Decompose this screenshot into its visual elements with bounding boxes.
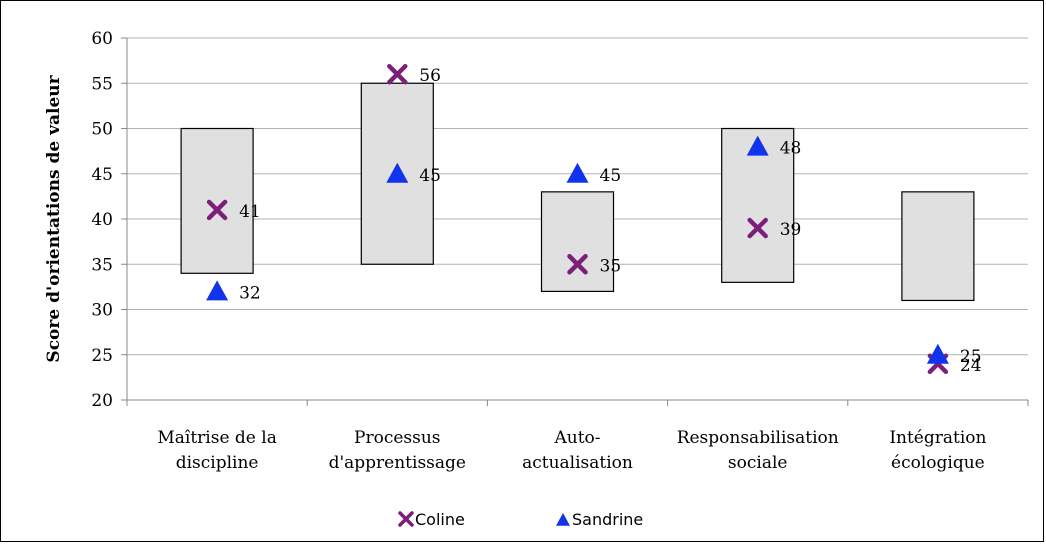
data-label-sandrine-4: 25 xyxy=(960,347,982,367)
category-label-0-1: discipline xyxy=(176,453,259,473)
legend-marker-sandrine xyxy=(556,513,570,526)
data-label-sandrine-0: 32 xyxy=(239,283,261,303)
marker-coline-1 xyxy=(387,63,408,85)
data-label-sandrine-3: 48 xyxy=(780,139,802,159)
marker-coline-2-stroke-b xyxy=(567,254,588,275)
data-label-coline-3: 39 xyxy=(780,220,802,240)
y-tick-label-60: 60 xyxy=(91,29,113,49)
category-label-4-1: écologique xyxy=(891,453,985,473)
marker-sandrine-3 xyxy=(746,135,769,156)
marker-sandrine-4 xyxy=(926,343,949,364)
y-tick-label-55: 55 xyxy=(91,74,113,94)
category-label-3-0: Responsabilisation xyxy=(677,428,839,448)
range-box-4 xyxy=(901,191,975,302)
marker-sandrine-2 xyxy=(566,162,589,183)
marker-coline-3-stroke-b xyxy=(747,217,768,239)
category-label-3-1: sociale xyxy=(728,453,788,473)
marker-coline-0-stroke-b xyxy=(206,199,228,221)
data-label-sandrine-1: 45 xyxy=(419,166,441,186)
y-tick-label-20: 20 xyxy=(91,391,113,411)
legend-label-coline: Coline xyxy=(415,510,465,529)
marker-coline-1-stroke-b xyxy=(387,63,408,85)
y-tick-label-35: 35 xyxy=(91,255,113,275)
data-label-coline-4: 24 xyxy=(960,356,982,376)
range-box-0 xyxy=(180,127,254,274)
marker-sandrine-0 xyxy=(206,280,229,301)
y-axis-title: Score d'orientations de valeur xyxy=(44,74,64,362)
data-label-coline-0: 41 xyxy=(239,202,261,222)
marker-sandrine-1 xyxy=(386,162,409,183)
category-label-2-0: Auto- xyxy=(553,428,600,448)
legend-label-sandrine: Sandrine xyxy=(572,510,643,529)
category-label-1-0: Processus xyxy=(354,428,441,448)
data-label-coline-2: 35 xyxy=(600,256,622,276)
legend-marker-coline xyxy=(398,511,414,527)
y-tick-label-45: 45 xyxy=(91,165,113,185)
category-label-1-1: d'apprentissage xyxy=(329,453,466,473)
range-box-2 xyxy=(540,191,615,293)
category-label-0-0: Maîtrise de la xyxy=(157,428,276,448)
data-label-sandrine-2: 45 xyxy=(600,166,622,186)
y-tick-label-25: 25 xyxy=(91,346,113,366)
category-label-2-1: actualisation xyxy=(522,453,633,473)
data-label-coline-1: 56 xyxy=(419,66,441,86)
marker-coline-3 xyxy=(747,217,768,239)
legend-marker-coline-b xyxy=(398,511,414,527)
y-tick-label-30: 30 xyxy=(91,301,113,321)
marker-coline-0 xyxy=(206,199,228,221)
marker-coline-2 xyxy=(567,254,588,275)
y-tick-label-50: 50 xyxy=(91,120,113,140)
y-tick-label-40: 40 xyxy=(91,210,113,230)
category-label-4-0: Intégration xyxy=(889,428,986,448)
